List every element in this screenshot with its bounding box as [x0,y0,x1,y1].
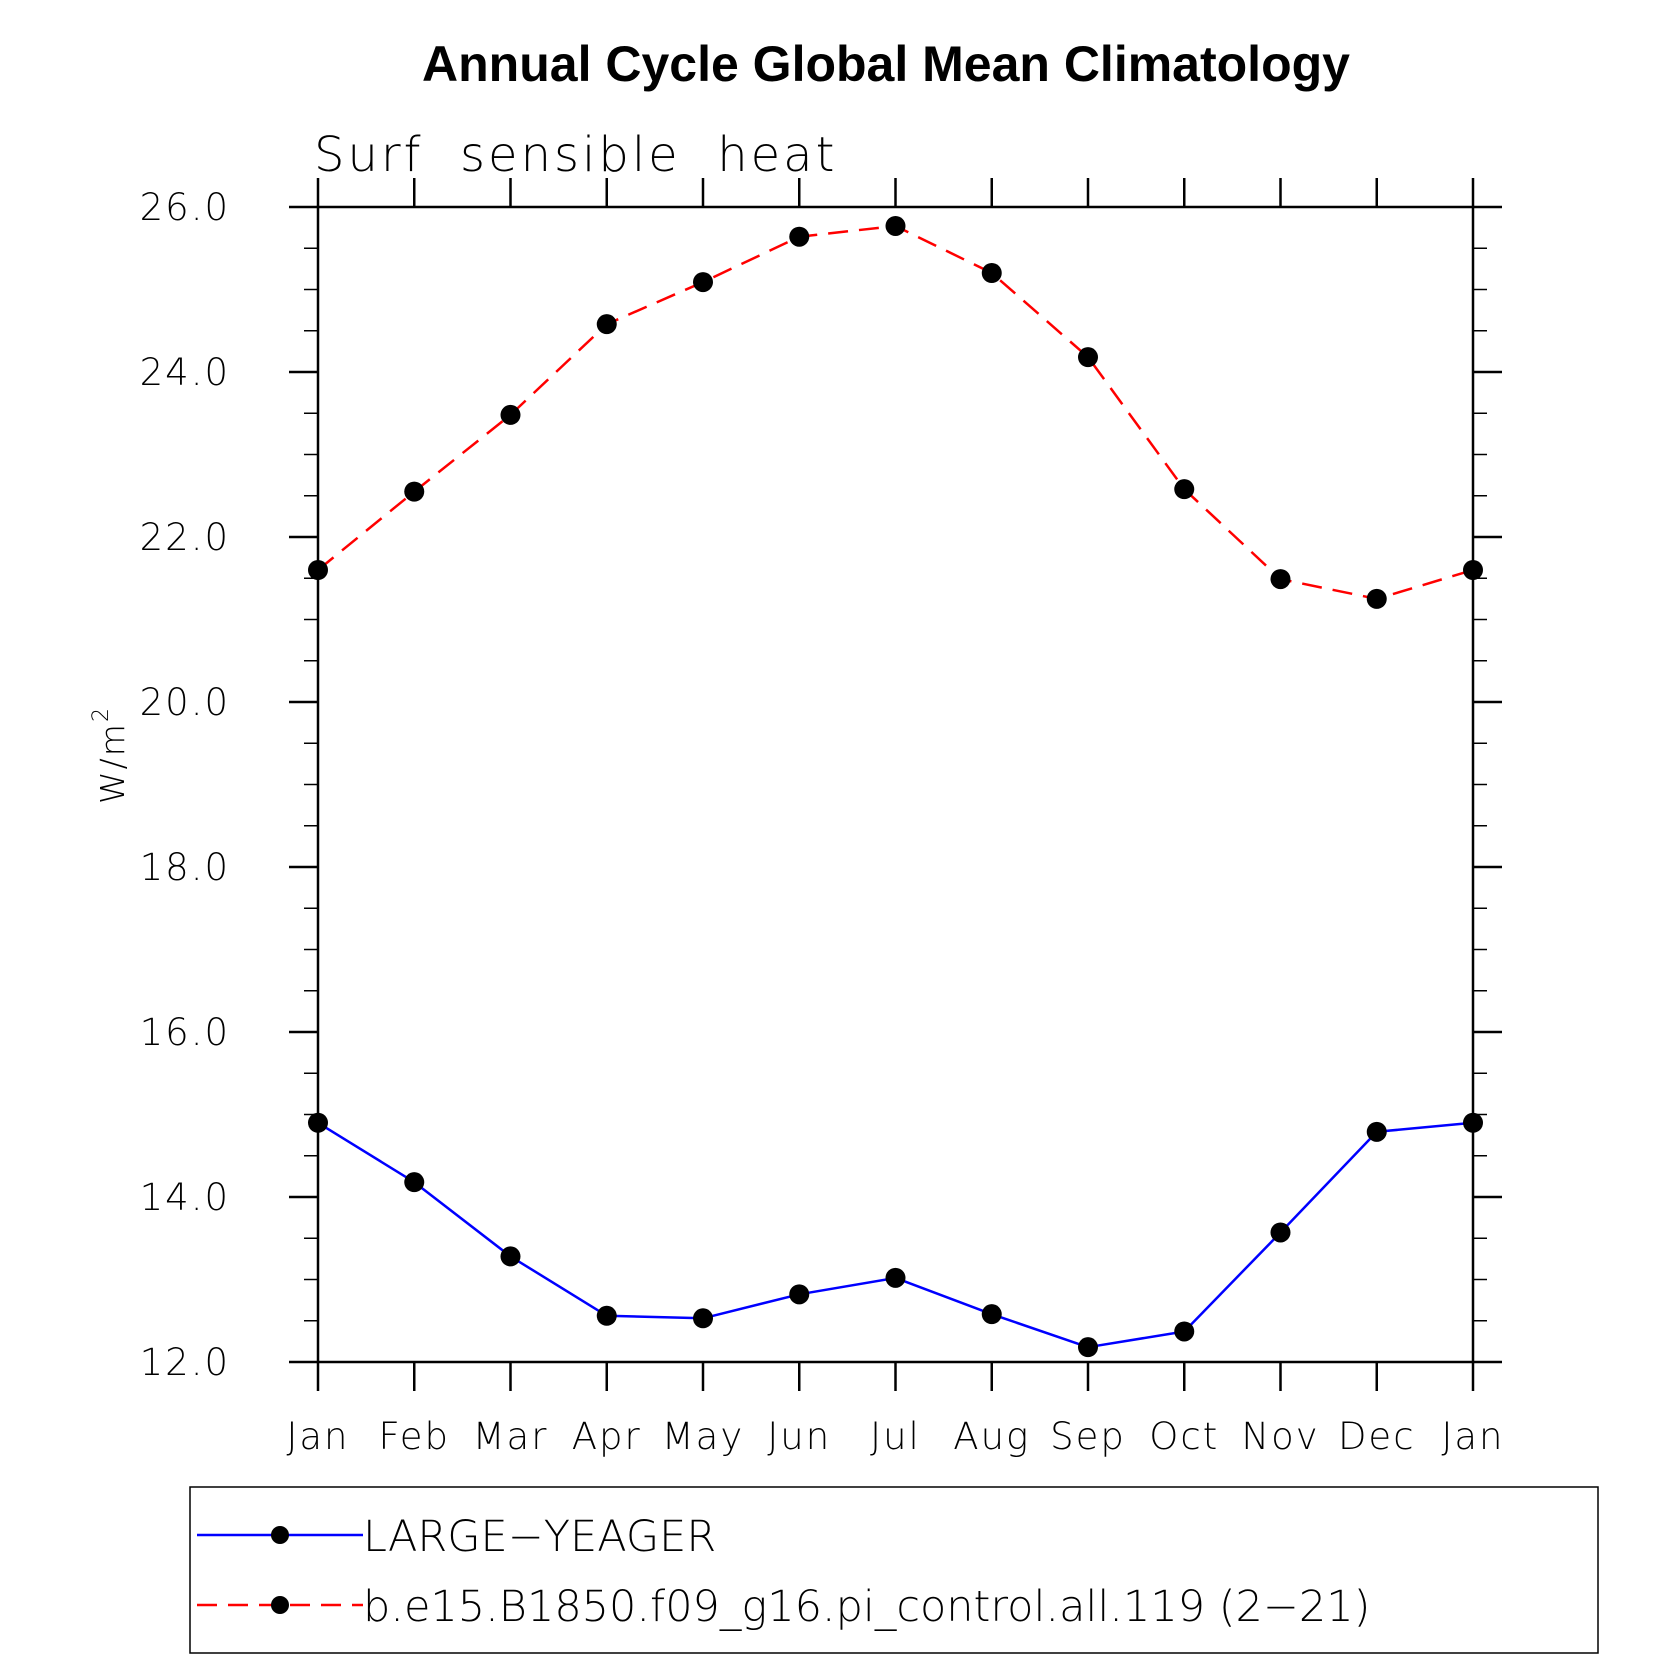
y-axis-label-text: W/m [93,722,132,804]
x-tick-label: Apr [572,1415,642,1458]
x-tick-label: May [662,1415,745,1458]
x-tick-label: Nov [1241,1415,1319,1458]
x-tick-label: Jan [1441,1415,1504,1458]
series-1-point [1174,1321,1195,1342]
series-1-point [1078,1337,1098,1358]
series-1-point [981,1304,1002,1325]
y-axis-ticks: 12.0 14.0 16.0 18.0 20.0 22.0 24.0 26.0 [140,186,1502,1384]
minor-ticks [304,206,1487,1363]
x-tick-label: Oct [1149,1415,1219,1458]
x-tick-label: Sep [1050,1415,1126,1458]
legend-marker-series-2 [271,1596,289,1614]
series-2-point [308,560,328,580]
x-tick-label: Jan [286,1415,349,1458]
y-tick-label: 26.0 [140,186,230,229]
legend-label-series-2: b.e15.B1850.f09_g16.pi_control.all.119 (… [363,1582,1370,1632]
series-2-point [1174,479,1195,500]
series-2-point [596,314,617,335]
series-2-point [1078,347,1098,368]
x-tick-label: Dec [1338,1415,1416,1458]
series-1-point [404,1172,425,1193]
series-2-point [885,215,906,236]
plot-area-border [316,205,1475,1364]
plot-frame [316,205,1475,1364]
series-2-point [981,263,1002,283]
y-tick-label: 18.0 [140,846,230,889]
x-tick-label: Feb [378,1415,450,1458]
series-1-point [596,1305,617,1326]
series-2-point [693,272,713,293]
series-2-point [789,226,810,247]
y-axis-label-superscript: 2 [89,706,114,722]
series-layer [308,215,1483,1358]
series-2-point [1366,588,1387,609]
y-tick-label: 24.0 [140,351,230,394]
legend-marker-series-1 [271,1526,289,1544]
chart-title: Annual Cycle Global Mean Climatology [422,36,1350,92]
x-tick-label: Jun [767,1415,831,1458]
legend: LARGE−YEAGER b.e15.B1850.f09_g16.pi_cont… [189,1486,1599,1654]
series-2-point [1270,569,1291,590]
series-2-point [500,404,521,425]
series-1-point [1463,1112,1483,1133]
series-1-point [693,1308,713,1329]
series-line-1 [317,1121,1474,1349]
series-1-point [308,1112,328,1133]
series-1-point [885,1267,906,1288]
y-axis-label: W/m2 [89,706,132,804]
series-1-point [789,1284,810,1305]
x-tick-label: Mar [473,1415,549,1458]
x-tick-label: Jul [870,1415,921,1458]
series-1 [308,1112,1483,1358]
x-tick-label: Aug [953,1415,1030,1458]
legend-box [189,1486,1599,1654]
y-tick-label: 12.0 [140,1341,230,1384]
series-1-point [500,1246,521,1267]
y-tick-label: 20.0 [140,681,230,724]
y-tick-label: 16.0 [140,1011,230,1054]
series-line-2 [317,224,1474,601]
series-1-point [1366,1121,1387,1142]
y-tick-label: 14.0 [140,1176,230,1219]
y-tick-label: 22.0 [140,516,230,559]
series-2-point [404,481,425,502]
svg-text:W/m2: W/m2 [89,706,132,804]
legend-label-series-1: LARGE−YEAGER [363,1512,716,1562]
x-axis-ticks: Jan Feb Mar Apr May Jun Jul Aug Sep Oct Nov Dec Jan [286,178,1504,1458]
series-2 [308,215,1483,609]
chart-subtitle: Surf sensible heat [314,127,837,183]
series-1-point [1270,1222,1291,1243]
series-2-point [1463,560,1483,580]
